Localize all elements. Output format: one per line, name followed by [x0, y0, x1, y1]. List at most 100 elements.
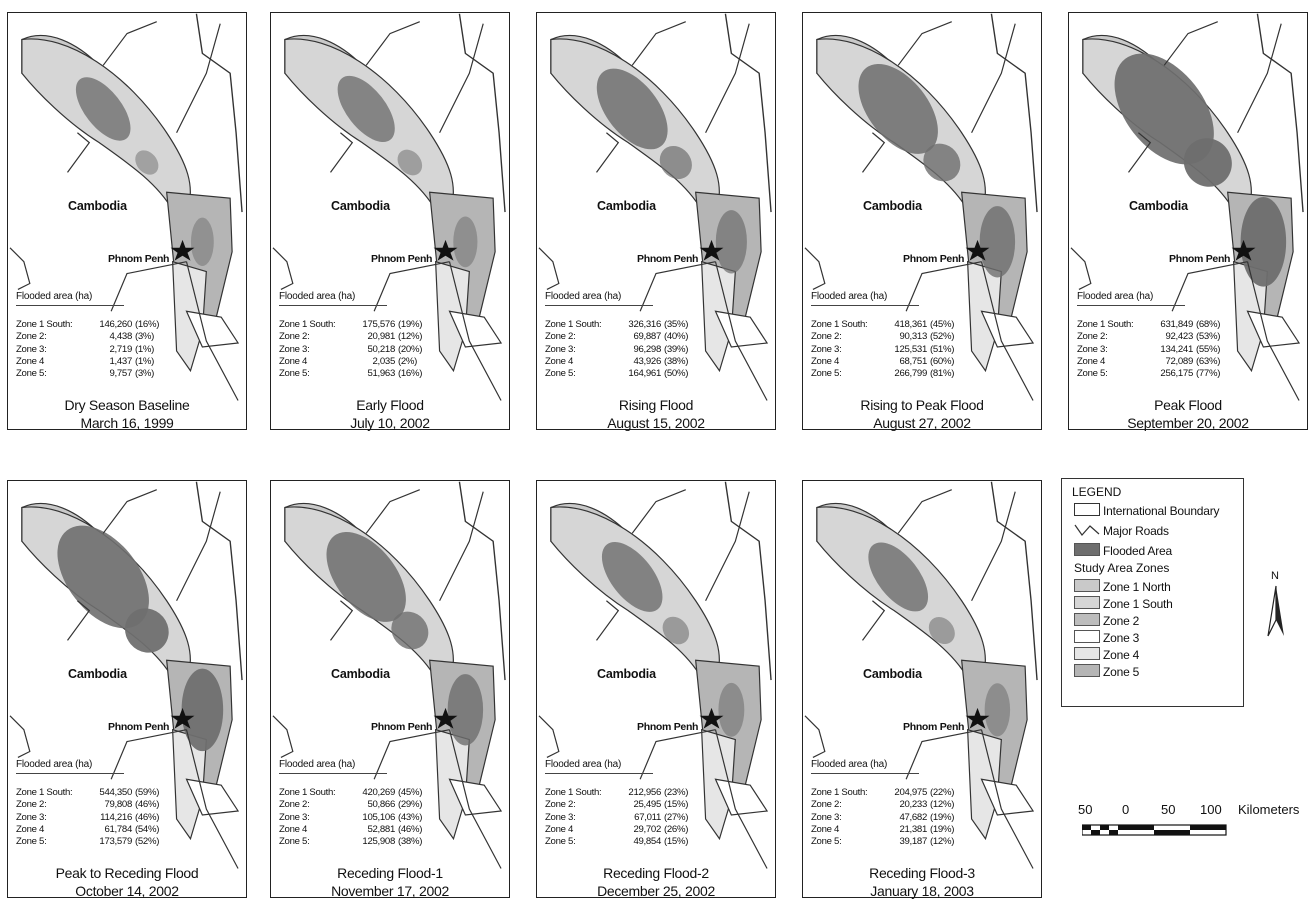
caption-date: January 18, 2003	[870, 883, 974, 899]
country-label: Cambodia	[68, 199, 127, 213]
stat-zone: Zone 4	[545, 355, 574, 367]
stat-percent: (1%)	[135, 343, 155, 355]
stat-row: Zone 4 52,881 (46%)	[279, 824, 422, 836]
major-road	[596, 600, 620, 641]
scale-label: 0	[1122, 802, 1130, 817]
major-road	[373, 729, 450, 780]
stat-percent: (43%)	[398, 811, 423, 823]
stat-percent: (12%)	[930, 836, 955, 848]
flood-map-panel: Cambodia Phnom Penh Flooded area (ha) Zo…	[7, 12, 247, 430]
stat-percent: (15%)	[664, 799, 689, 811]
legend-item-zone: Zone 1 South	[1074, 596, 1173, 611]
flooded-area-zone5	[984, 683, 1011, 737]
flood-map-panel: Cambodia Phnom Penh Flooded area (ha) Zo…	[270, 480, 510, 898]
flooded-area-south	[923, 143, 961, 182]
flood-map-panel: Cambodia Phnom Penh Flooded area (ha) Zo…	[7, 480, 247, 898]
flooded-area-title: Flooded area (ha)	[545, 759, 622, 770]
map-caption: Peak to Receding Flood October 14, 2002	[0, 864, 257, 900]
stat-row: Zone 5: 125,908 (38%)	[279, 836, 422, 848]
stat-row: Zone 1 South: 544,350 (59%)	[16, 787, 159, 799]
flooded-area-south	[135, 150, 159, 175]
legend-label: Zone 4	[1103, 648, 1140, 662]
flooded-area-rule	[811, 773, 919, 774]
stat-area: 326,316	[628, 319, 661, 330]
flooded-area-rule	[545, 305, 653, 306]
stat-percent: (27%)	[664, 811, 689, 823]
flooded-area-lake	[858, 64, 938, 154]
stat-row: Zone 1 South: 420,269 (45%)	[279, 787, 422, 799]
stat-area: 266,799	[894, 368, 927, 380]
caption-title: Peak to Receding Flood	[55, 865, 199, 881]
major-road	[897, 21, 952, 66]
major-road	[365, 489, 420, 534]
flood-map-panel: Cambodia Phnom Penh Flooded area (ha) Zo…	[802, 12, 1042, 430]
stat-percent: (51%)	[930, 343, 955, 355]
caption-date: August 15, 2002	[607, 415, 705, 431]
major-road	[1171, 261, 1248, 312]
legend-label: International Boundary	[1103, 504, 1220, 518]
stat-row: Zone 3: 125,531 (51%)	[811, 344, 954, 356]
stat-row: Zone 1 South: 631,849 (68%)	[1077, 319, 1220, 331]
zone-3	[185, 310, 240, 348]
scale-label: 50	[1078, 802, 1093, 817]
zone-swatch	[1074, 579, 1100, 592]
stat-zone: Zone 3:	[545, 343, 576, 355]
stat-row: Zone 1 South: 146,260 (16%)	[16, 319, 159, 331]
stat-percent: (16%)	[135, 319, 160, 330]
caption-title: Receding Flood-2	[603, 865, 709, 881]
stat-zone: Zone 2:	[16, 799, 47, 811]
stat-percent: (38%)	[664, 355, 689, 367]
major-road	[862, 600, 886, 641]
stat-zone: Zone 1 South:	[545, 319, 602, 330]
stat-area: 544,350	[99, 787, 132, 798]
stat-area: 68,751	[899, 355, 927, 367]
stat-percent: (3%)	[135, 331, 155, 343]
legend-item-zone: Zone 1 North	[1074, 579, 1171, 594]
flooded-area-rule	[16, 305, 124, 306]
caption-title: Early Flood	[356, 397, 424, 413]
zone-3	[1246, 310, 1301, 348]
flooded-area-stats: Zone 1 South: 175,576 (19%) Zone 2: 20,981(…	[279, 319, 422, 380]
international-boundary	[990, 481, 1038, 681]
stat-area: 47,682	[899, 811, 927, 823]
stat-percent: (52%)	[930, 331, 955, 343]
stat-row: Zone 3: 50,218 (20%)	[279, 344, 422, 356]
stat-zone: Zone 5:	[1077, 368, 1108, 380]
stat-zone: Zone 4	[16, 355, 45, 367]
flooded-area-title: Flooded area (ha)	[545, 291, 622, 302]
scale-unit: Kilometers	[1238, 802, 1300, 817]
stat-row: Zone 4 72,089 (63%)	[1077, 356, 1220, 368]
flooded-area-rule	[279, 305, 387, 306]
city-label: Phnom Penh	[903, 253, 965, 265]
stat-percent: (15%)	[664, 836, 689, 848]
legend-item-zone: Zone 5	[1074, 664, 1139, 679]
stat-percent: (2%)	[398, 355, 418, 367]
major-road	[596, 132, 620, 173]
map-graphic	[538, 481, 772, 869]
stat-area: 631,849	[1160, 319, 1193, 330]
stat-percent: (22%)	[930, 787, 955, 798]
flooded-area-zone5	[447, 674, 484, 746]
stat-percent: (46%)	[398, 823, 423, 835]
stat-row: Zone 2: 20,981 (12%)	[279, 331, 422, 343]
flooded-area-lake	[75, 77, 131, 141]
flooded-area-lake	[337, 75, 395, 143]
flooded-area-title: Flooded area (ha)	[16, 291, 93, 302]
stat-row: Zone 4 29,702 (26%)	[545, 824, 688, 836]
legend-item-zone: Zone 2	[1074, 613, 1139, 628]
flooded-area-rule	[811, 305, 919, 306]
north-label: N	[1271, 570, 1279, 582]
legend-label: Zone 1 North	[1103, 580, 1171, 594]
stat-percent: (68%)	[1196, 319, 1221, 330]
major-road	[980, 729, 1034, 869]
stat-percent: (3%)	[135, 368, 155, 380]
major-road	[330, 600, 354, 641]
major-road	[971, 491, 1016, 602]
flooded-area-title: Flooded area (ha)	[279, 759, 356, 770]
major-road	[448, 261, 502, 401]
stat-zone: Zone 2:	[811, 331, 842, 343]
stat-area: 4,438	[109, 331, 132, 343]
stat-area: 29,702	[633, 823, 661, 835]
flooded-area-title: Flooded area (ha)	[1077, 291, 1154, 302]
stat-percent: (59%)	[135, 787, 160, 798]
